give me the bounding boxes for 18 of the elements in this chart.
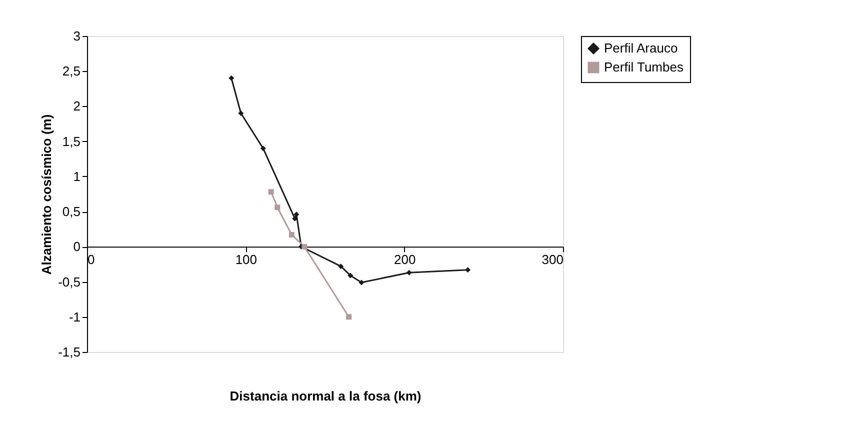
x-tick-label: 0 (88, 252, 95, 268)
legend-label: Perfil Arauco (604, 40, 678, 56)
y-tick-label: 0,5 (62, 204, 80, 220)
y-tick-label: 1 (73, 168, 80, 184)
x-axis-title: Distancia normal a la fosa (km) (230, 388, 422, 404)
y-tick-label: 3 (73, 28, 80, 44)
y-tick-label: -0,5 (58, 274, 80, 290)
y-axis-title: Alzamiento cosísmico (m) (39, 114, 54, 275)
x-tick-label: 100 (235, 252, 258, 268)
x-tick-label: 200 (394, 252, 416, 268)
y-tick-label: -1 (68, 309, 80, 324)
y-tick-label: 0 (73, 239, 80, 254)
legend-label: Perfil Tumbes (604, 60, 684, 74)
y-tick-label: -1,5 (58, 344, 80, 360)
y-tick-label: 2,5 (62, 64, 80, 79)
y-tick-label: 1,5 (62, 134, 80, 149)
y-tick-label: 2 (73, 98, 80, 114)
x-tick-label: 300 (542, 252, 564, 268)
